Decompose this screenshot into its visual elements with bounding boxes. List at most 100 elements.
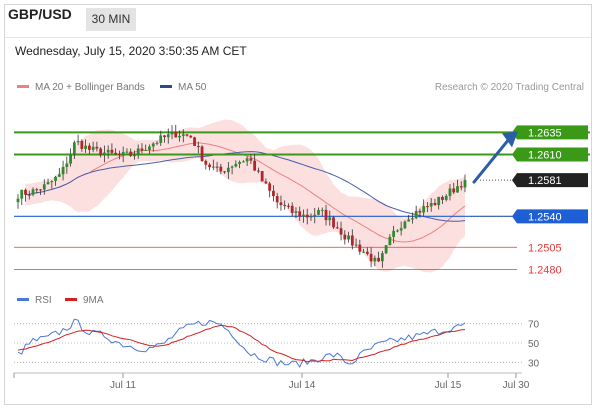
candle-body (403, 221, 407, 229)
candle-body (87, 145, 91, 150)
candle-body (61, 166, 65, 175)
rsi-tick-50: 50 (528, 339, 540, 350)
x-tick-label-Jul-14: Jul 14 (289, 380, 316, 391)
candle-body (335, 227, 339, 229)
candle-body (230, 166, 234, 168)
rsi-ma-line (17, 324, 466, 363)
level-tag-bg (512, 209, 588, 224)
level-tag-bg (512, 147, 588, 162)
candle-body (260, 171, 264, 182)
candle-body (253, 160, 257, 171)
projection-arrow-head (502, 131, 518, 148)
legend-ma50: MA 50 (160, 82, 206, 93)
candle-body (148, 146, 151, 150)
candle-body (46, 182, 50, 185)
candle-body (27, 194, 31, 196)
candle-body (426, 206, 429, 208)
candle-body (347, 235, 350, 240)
candle-body (241, 161, 245, 163)
candle-body (459, 186, 463, 188)
legend-rsi: RSI (17, 295, 52, 306)
candle-body (392, 230, 396, 237)
candle-body (50, 181, 54, 183)
candle-body (384, 245, 388, 254)
level-label-1.2505: 1.2505 (528, 242, 562, 254)
candle-body (407, 219, 411, 222)
candle-body (429, 202, 433, 207)
candle-body (42, 184, 46, 190)
candle-body (118, 154, 121, 156)
candle-body (234, 163, 238, 167)
x-tick-label-Jul-15: Jul 15 (435, 380, 462, 391)
candle-body (354, 244, 358, 246)
candle-body (204, 160, 208, 165)
ma50-line (25, 151, 466, 222)
level-tag-bg (512, 125, 588, 140)
level-label-1.2610: 1.2610 (512, 147, 588, 162)
level-tag-text: 1.2610 (528, 149, 562, 161)
candle-body (215, 166, 219, 168)
candle-body (433, 202, 437, 206)
candle-body (102, 152, 106, 156)
candle-body (362, 251, 365, 253)
candle-body (170, 131, 174, 135)
legend-ma20: MA 20 + Bollinger Bands (17, 82, 145, 93)
candle-body (193, 137, 196, 146)
candle-body (219, 166, 223, 172)
timeframe-badge[interactable]: 30 MIN (86, 8, 136, 31)
candle-body (279, 202, 283, 206)
candle-body (305, 214, 309, 218)
candle-body (313, 214, 317, 217)
candle-body (69, 153, 72, 164)
legend-9ma-label: 9MA (83, 295, 104, 306)
candle-body (365, 251, 369, 254)
ma9-swatch (65, 297, 77, 301)
candle-body (377, 257, 381, 262)
candle-body (185, 134, 189, 136)
candle-body (155, 142, 159, 144)
candle-body (140, 148, 144, 151)
candle-body (343, 234, 347, 240)
ma20-swatch (17, 84, 29, 88)
candle-body (411, 218, 414, 220)
candle-body (110, 149, 114, 153)
candles (16, 124, 467, 268)
ma20-line (25, 142, 466, 243)
level-tag-text: 1.2581 (528, 175, 562, 187)
credit-text: Research © 2020 Trading Central (434, 82, 584, 93)
level-tag-text: 1.2505 (528, 242, 562, 254)
candle-body (275, 196, 279, 203)
candle-body (84, 145, 88, 149)
candle-body (57, 174, 61, 177)
candle-body (380, 253, 384, 262)
level-tag-bg (512, 173, 588, 188)
level-label-1.2540: 1.2540 (512, 209, 588, 224)
candle-body (369, 253, 373, 262)
ma50-swatch (160, 84, 172, 88)
level-tag-text: 1.2540 (528, 211, 562, 223)
candle-body (399, 228, 403, 231)
candle-body (200, 146, 204, 161)
level-label-1.2480: 1.2480 (528, 264, 562, 276)
candle-body (31, 189, 35, 195)
rsi-tick-30: 30 (528, 358, 540, 369)
candle-body (294, 211, 298, 213)
candle-body (441, 196, 444, 200)
candle-body (456, 186, 459, 193)
candle-body (95, 146, 99, 149)
candle-body (208, 164, 211, 168)
chart-frame (4, 4, 592, 405)
projection-arrow-shaft (472, 138, 510, 184)
candle-body (54, 176, 57, 182)
candle-body (24, 189, 27, 195)
candle-body (99, 148, 103, 156)
level-tag-text: 1.2480 (528, 264, 562, 276)
candle-body (16, 198, 20, 203)
x-tick-label-Jul-11: Jul 11 (110, 380, 136, 391)
candle-body (80, 140, 84, 149)
candle-body (125, 151, 129, 153)
candle-body (72, 142, 76, 154)
candle-body (196, 145, 200, 147)
candle-body (395, 230, 399, 232)
